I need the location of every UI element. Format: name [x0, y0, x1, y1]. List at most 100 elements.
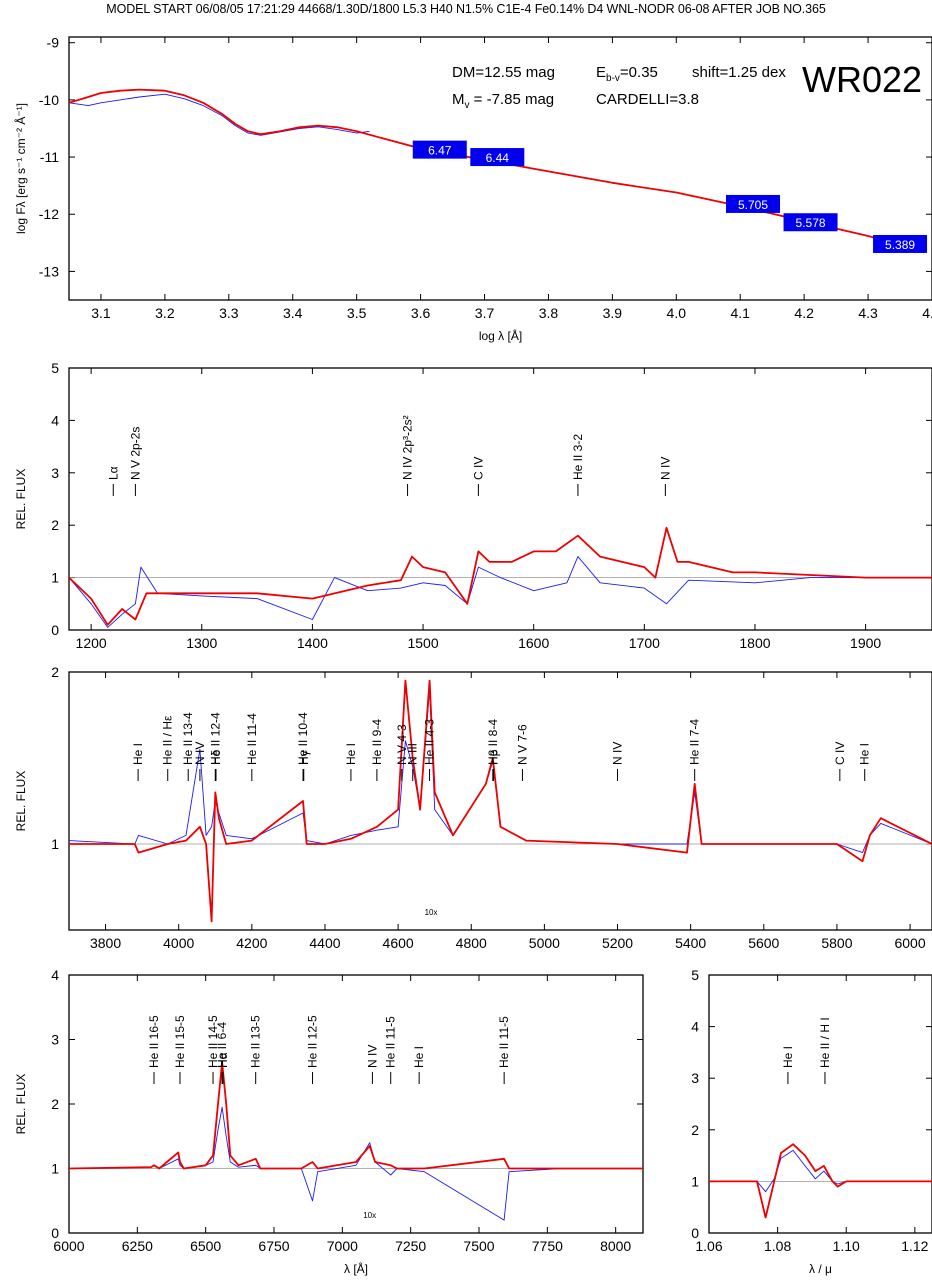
line-id-label: He II 15-5: [173, 1015, 187, 1068]
x-tick-label: 1600: [518, 635, 549, 651]
x-tick-label: 8000: [600, 1238, 631, 1254]
panel-frame: [68, 974, 644, 1234]
line-id-label: Hδ: [209, 749, 223, 765]
y-tick-label: 0: [691, 1225, 699, 1241]
x-axis-label: λ [Å]: [344, 1261, 368, 1276]
x-tick-label: 3.7: [475, 305, 495, 321]
y-tick-label: 2: [691, 1122, 699, 1138]
line-id-label: He II 11-5: [384, 1016, 398, 1068]
y-tick-label: -12: [39, 206, 59, 222]
y-tick-label: 0: [51, 622, 59, 638]
x-tick-label: 1.12: [901, 1238, 928, 1254]
param-mv: Mv = -7.85 mag: [452, 91, 554, 111]
y-tick-label: 5: [691, 967, 699, 983]
x-axis-label: log λ [Å]: [479, 328, 522, 343]
x-tick-label: 4400: [309, 935, 340, 951]
observation-series: [69, 93, 370, 136]
y-tick-label: 4: [691, 1019, 699, 1035]
line-id-label: N III: [406, 743, 420, 765]
model-series: [69, 526, 932, 626]
x-tick-label: 6000: [53, 1238, 84, 1254]
x-tick-label: 1400: [297, 635, 328, 651]
y-tick-label: -10: [39, 92, 59, 108]
line-id-label: He II 4-3: [423, 719, 437, 765]
inset-scale-label: 10x: [425, 908, 438, 917]
line-id-label: He II 3-2: [571, 434, 585, 480]
line-id-label: He II 12-4: [208, 712, 222, 765]
y-tick-label: 1: [51, 570, 59, 586]
x-tick-label: 3.1: [91, 305, 111, 321]
param-shift: shift=1.25 dex: [692, 64, 786, 81]
x-tick-label: 7500: [463, 1238, 494, 1254]
y-axis-label: REL. FLUX: [14, 469, 28, 530]
y-tick-label: 3: [691, 1070, 699, 1086]
line-id-label: He I: [781, 1046, 795, 1068]
y-tick-label: 4: [51, 967, 59, 983]
x-tick-label: 1700: [629, 635, 660, 651]
x-tick-label: 3.4: [283, 305, 303, 321]
y-axis-label: log Fλ [erg s⁻¹ cm⁻² Å⁻¹]: [13, 103, 28, 234]
y-tick-label: 4: [51, 412, 59, 428]
line-id-label: Hγ: [297, 750, 311, 765]
photometry-label: 5.578: [796, 216, 826, 230]
y-axis-label: REL. FLUX: [14, 771, 28, 832]
photometry-label: 6.47: [428, 144, 452, 158]
x-tick-label: 4800: [456, 935, 487, 951]
x-tick-label: 1800: [739, 635, 770, 651]
line-id-label: He II 13-5: [249, 1015, 263, 1068]
line-id-label: He II 11-4: [245, 713, 259, 765]
y-tick-label: 2: [51, 517, 59, 533]
x-tick-label: 5600: [748, 935, 779, 951]
x-tick-label: 3.2: [155, 305, 175, 321]
line-id-label: He II 9-4: [370, 719, 384, 765]
model-series: [69, 679, 932, 923]
x-tick-label: 1200: [76, 635, 107, 651]
line-id-label: N IV: [365, 1045, 379, 1068]
y-tick-label: 1: [691, 1173, 699, 1189]
line-id-label: N IV: [193, 742, 207, 765]
x-tick-label: 5000: [529, 935, 560, 951]
line-id-label: Hα: [216, 1052, 230, 1068]
observation-series: [709, 1149, 932, 1193]
x-tick-label: 7250: [395, 1238, 426, 1254]
line-id-label: C IV: [471, 457, 485, 480]
line-id-label: N IV: [611, 742, 625, 765]
x-tick-label: 4.1: [730, 305, 750, 321]
y-tick-label: 2: [51, 664, 59, 680]
x-tick-label: 6000: [894, 935, 925, 951]
line-id-label: N V 2p-2s: [128, 427, 142, 480]
panel-sed: 3.1 3.2 3.3 3.4 3.5 3.6 3.7 3.8 3.9 4.0 4.1 4.2 4.3 4…: [13, 35, 932, 343]
x-tick-label: 3.3: [219, 305, 239, 321]
x-tick-label: 6500: [190, 1238, 221, 1254]
x-tick-label: 5400: [675, 935, 706, 951]
x-tick-label: 6750: [258, 1238, 289, 1254]
line-id-label: N V 4-3: [395, 724, 409, 765]
x-tick-label: 4000: [163, 935, 194, 951]
x-tick-label: 4.2: [794, 305, 814, 321]
observation-series: [69, 688, 932, 854]
model-series: [709, 1143, 932, 1219]
photometry-box: [412, 140, 467, 159]
x-tick-label: 4.3: [858, 305, 878, 321]
x-tick-label: 1500: [407, 635, 438, 651]
line-id-label: He II 7-4: [688, 719, 702, 765]
photometry-box: [726, 194, 781, 213]
x-tick-label: 1900: [850, 635, 881, 651]
y-tick-label: -11: [40, 149, 59, 165]
figure-header: MODEL START 06/08/05 17:21:29 44668/1.30…: [106, 2, 826, 16]
param-cardelli: CARDELLI=3.8: [596, 91, 699, 108]
model-series: [69, 1061, 643, 1170]
y-tick-label: 2: [51, 1096, 59, 1112]
line-id-label: Hβ: [487, 749, 501, 765]
x-tick-label: 5800: [821, 935, 852, 951]
y-tick-label: 3: [51, 1032, 59, 1048]
y-tick-label: 0: [51, 1225, 59, 1241]
star-name: WR022: [802, 59, 922, 100]
line-id-label: He I: [344, 743, 358, 765]
y-tick-label: 1: [51, 836, 59, 852]
x-tick-label: 1300: [186, 635, 217, 651]
y-tick-label: -9: [47, 35, 60, 51]
line-id-label: He II 10-4: [296, 712, 310, 765]
inset-scale-label: 10x: [363, 1211, 376, 1220]
